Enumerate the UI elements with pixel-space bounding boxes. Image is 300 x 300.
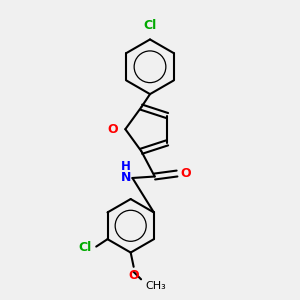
- Text: O: O: [128, 269, 139, 282]
- Text: Cl: Cl: [143, 19, 157, 32]
- Text: CH₃: CH₃: [146, 281, 166, 291]
- Text: Cl: Cl: [79, 241, 92, 254]
- Text: O: O: [107, 123, 118, 136]
- Text: H: H: [121, 160, 131, 172]
- Text: O: O: [181, 167, 191, 180]
- Text: N: N: [121, 172, 131, 184]
